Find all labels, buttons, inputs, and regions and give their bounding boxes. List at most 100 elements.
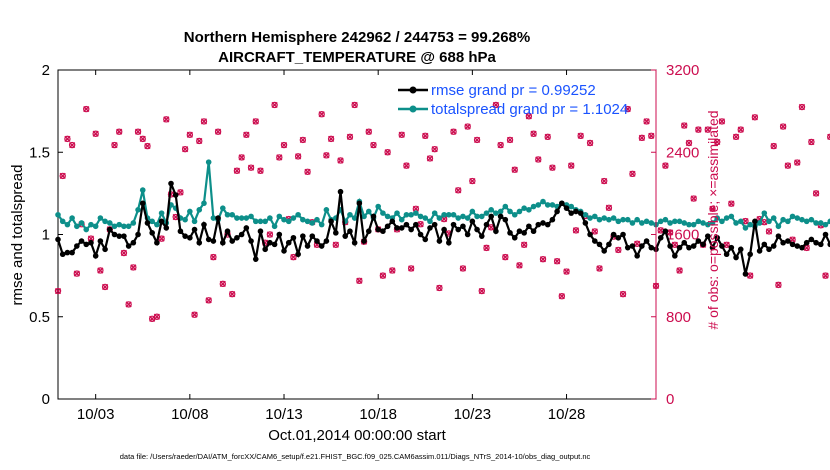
rmse-point bbox=[441, 226, 447, 233]
rmse-point bbox=[64, 249, 71, 256]
rmse-point bbox=[130, 239, 137, 246]
totalspread-point bbox=[549, 202, 556, 208]
totalspread-point bbox=[742, 225, 749, 231]
rmse-point bbox=[74, 243, 80, 249]
rmse-point bbox=[690, 243, 697, 249]
totalspread-point bbox=[224, 211, 231, 218]
rmse-point bbox=[408, 226, 414, 233]
obs-assimilated-marker bbox=[92, 130, 99, 137]
obs-assimilated-marker bbox=[488, 224, 495, 231]
obs-assimilated-marker bbox=[643, 118, 650, 125]
totalspread-point bbox=[502, 203, 509, 210]
obs-possible-marker bbox=[186, 131, 194, 138]
obs-assimilated-marker bbox=[563, 268, 570, 275]
totalspread-point bbox=[413, 210, 419, 216]
obs-assimilated-marker bbox=[101, 283, 109, 291]
totalspread-point bbox=[149, 218, 155, 225]
totalspread-point bbox=[238, 215, 245, 221]
rmse-point bbox=[709, 244, 716, 251]
obs-assimilated-marker bbox=[775, 281, 782, 288]
totalspread-point bbox=[737, 218, 744, 225]
obs-assimilated-marker bbox=[459, 265, 467, 272]
rmse-point bbox=[535, 221, 542, 228]
obs-assimilated-marker bbox=[478, 287, 485, 295]
totalspread-point bbox=[380, 210, 386, 216]
totalspread-point bbox=[455, 215, 462, 221]
obs-possible-marker bbox=[492, 101, 500, 109]
obs-possible-marker bbox=[794, 159, 801, 166]
totalspread-point bbox=[267, 215, 273, 221]
obs-possible-marker bbox=[530, 130, 537, 137]
right-y-tick-label: 1600 bbox=[666, 227, 699, 244]
obs-assimilated-marker bbox=[379, 272, 386, 279]
rmse-point bbox=[154, 239, 160, 246]
totalspread-point bbox=[408, 211, 414, 218]
totalspread-point bbox=[478, 213, 485, 220]
totalspread-point bbox=[568, 203, 575, 210]
obs-possible-marker bbox=[280, 141, 288, 149]
chart-title-line2: AIRCRAFT_TEMPERATURE @ 688 hPa bbox=[218, 49, 496, 66]
obs-assimilated-marker bbox=[332, 241, 339, 248]
rmse-point bbox=[733, 254, 739, 261]
totalspread-point bbox=[474, 213, 480, 220]
right-y-axis: 0 800 1600 2400 3200 bbox=[651, 62, 699, 408]
totalspread-point bbox=[714, 215, 721, 221]
totalspread-point bbox=[591, 213, 598, 220]
rmse-point bbox=[559, 200, 565, 207]
obs-assimilated-marker bbox=[812, 190, 820, 197]
obs-assimilated-marker bbox=[827, 133, 830, 140]
obs-possible-marker bbox=[243, 131, 250, 138]
rmse-point bbox=[351, 239, 358, 246]
obs-possible-marker bbox=[525, 113, 533, 120]
obs-assimilated-marker bbox=[116, 128, 123, 135]
totalspread-point bbox=[827, 218, 830, 225]
totalspread-point bbox=[295, 211, 301, 218]
obs-assimilated-marker bbox=[276, 154, 283, 161]
rmse-point bbox=[695, 238, 702, 244]
rmse-point bbox=[737, 246, 744, 253]
totalspread-point bbox=[257, 218, 264, 225]
rmse-point bbox=[121, 233, 127, 239]
totalspread-point bbox=[318, 221, 325, 228]
totalspread-point bbox=[403, 211, 410, 218]
totalspread-point bbox=[667, 220, 673, 226]
obs-possible-marker bbox=[511, 166, 518, 173]
totalspread-point bbox=[676, 218, 683, 225]
obs-possible-marker bbox=[351, 101, 358, 109]
rmse-point bbox=[116, 233, 123, 239]
obs-assimilated-marker bbox=[506, 136, 514, 144]
totalspread-point bbox=[248, 213, 254, 220]
obs-possible-marker bbox=[54, 287, 62, 295]
right-y-tick-label: 2400 bbox=[666, 144, 699, 161]
rmse-point bbox=[799, 244, 805, 251]
obs-assimilated-marker bbox=[695, 126, 702, 133]
rmse-point bbox=[446, 239, 452, 246]
obs-assimilated-marker bbox=[808, 138, 815, 146]
rmse-point bbox=[271, 241, 278, 248]
rmse-point bbox=[469, 218, 476, 225]
rmse-point bbox=[601, 248, 608, 254]
x-tick-label: 10/18 bbox=[359, 406, 397, 423]
obs-assimilated-marker bbox=[163, 116, 170, 123]
rmse-point bbox=[106, 226, 113, 233]
rmse-point bbox=[770, 243, 777, 249]
obs-assimilated-marker bbox=[290, 254, 297, 261]
obs-assimilated-marker bbox=[431, 146, 438, 153]
totalspread-point bbox=[629, 220, 636, 226]
totalspread-point bbox=[469, 208, 476, 215]
totalspread-point bbox=[361, 213, 367, 220]
totalspread-point bbox=[375, 203, 381, 210]
rmse-point bbox=[97, 238, 104, 244]
obs-possible-marker bbox=[558, 292, 566, 300]
rmse-point bbox=[714, 234, 721, 241]
obs-assimilated-marker bbox=[539, 256, 547, 263]
obs-possible-marker bbox=[549, 164, 556, 171]
obs-assimilated-marker bbox=[318, 111, 325, 118]
totalspread-point bbox=[210, 215, 217, 221]
obs-possible-marker bbox=[737, 126, 744, 133]
obs-possible-marker bbox=[516, 262, 523, 269]
obs-assimilated-marker bbox=[441, 215, 448, 223]
obs-possible-marker bbox=[483, 244, 490, 252]
obs-possible-marker bbox=[624, 105, 631, 113]
rmse-point bbox=[450, 221, 457, 228]
